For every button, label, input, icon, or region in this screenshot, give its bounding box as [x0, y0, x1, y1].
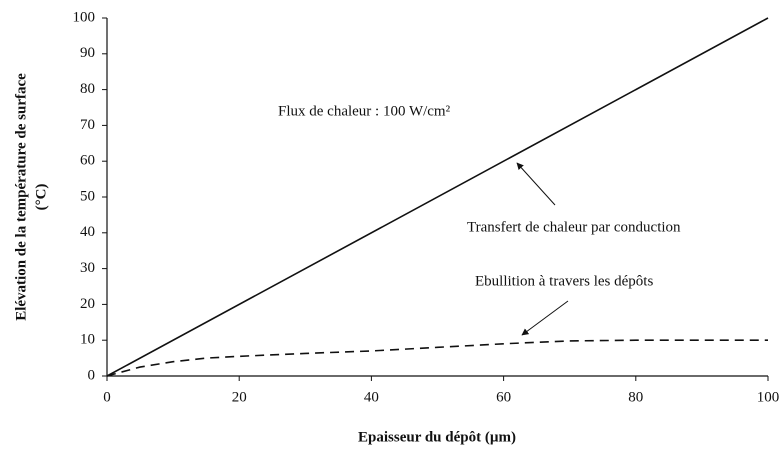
x-tick-label: 80 [628, 389, 643, 405]
y-tick-label: 40 [80, 224, 95, 240]
x-tick-label: 20 [232, 389, 247, 405]
x-tick-label: 40 [364, 389, 379, 405]
series-line [106, 339, 768, 377]
y-tick-label: 10 [80, 332, 95, 348]
annotation: Flux de chaleur : 100 W/cm² [278, 103, 451, 119]
x-tick-label: 0 [103, 389, 111, 405]
arrow [521, 300, 569, 336]
y-tick-label: 0 [88, 367, 96, 383]
y-axis-label: (°C) [33, 184, 49, 211]
y-tick-label: 90 [80, 45, 95, 61]
y-tick-label: 80 [80, 81, 95, 97]
y-tick-label: 50 [80, 188, 95, 204]
x-tick-label: 100 [757, 389, 780, 405]
y-tick-label: 100 [73, 9, 96, 25]
x-tick-label: 60 [496, 389, 511, 405]
x-axis-label: Epaisseur du dépôt (µm) [358, 429, 516, 445]
series-label: Transfert de chaleur par conduction [467, 219, 681, 235]
y-tick-label: 70 [80, 117, 95, 133]
y-axis-label: Elévation de la température de surface [13, 73, 29, 321]
series-line [106, 17, 769, 377]
y-tick-label: 20 [80, 296, 95, 312]
series-label: Ebullition à travers les dépôts [475, 273, 653, 289]
y-tick-label: 60 [80, 153, 95, 169]
y-tick-label: 30 [80, 260, 95, 276]
arrow [516, 162, 556, 206]
